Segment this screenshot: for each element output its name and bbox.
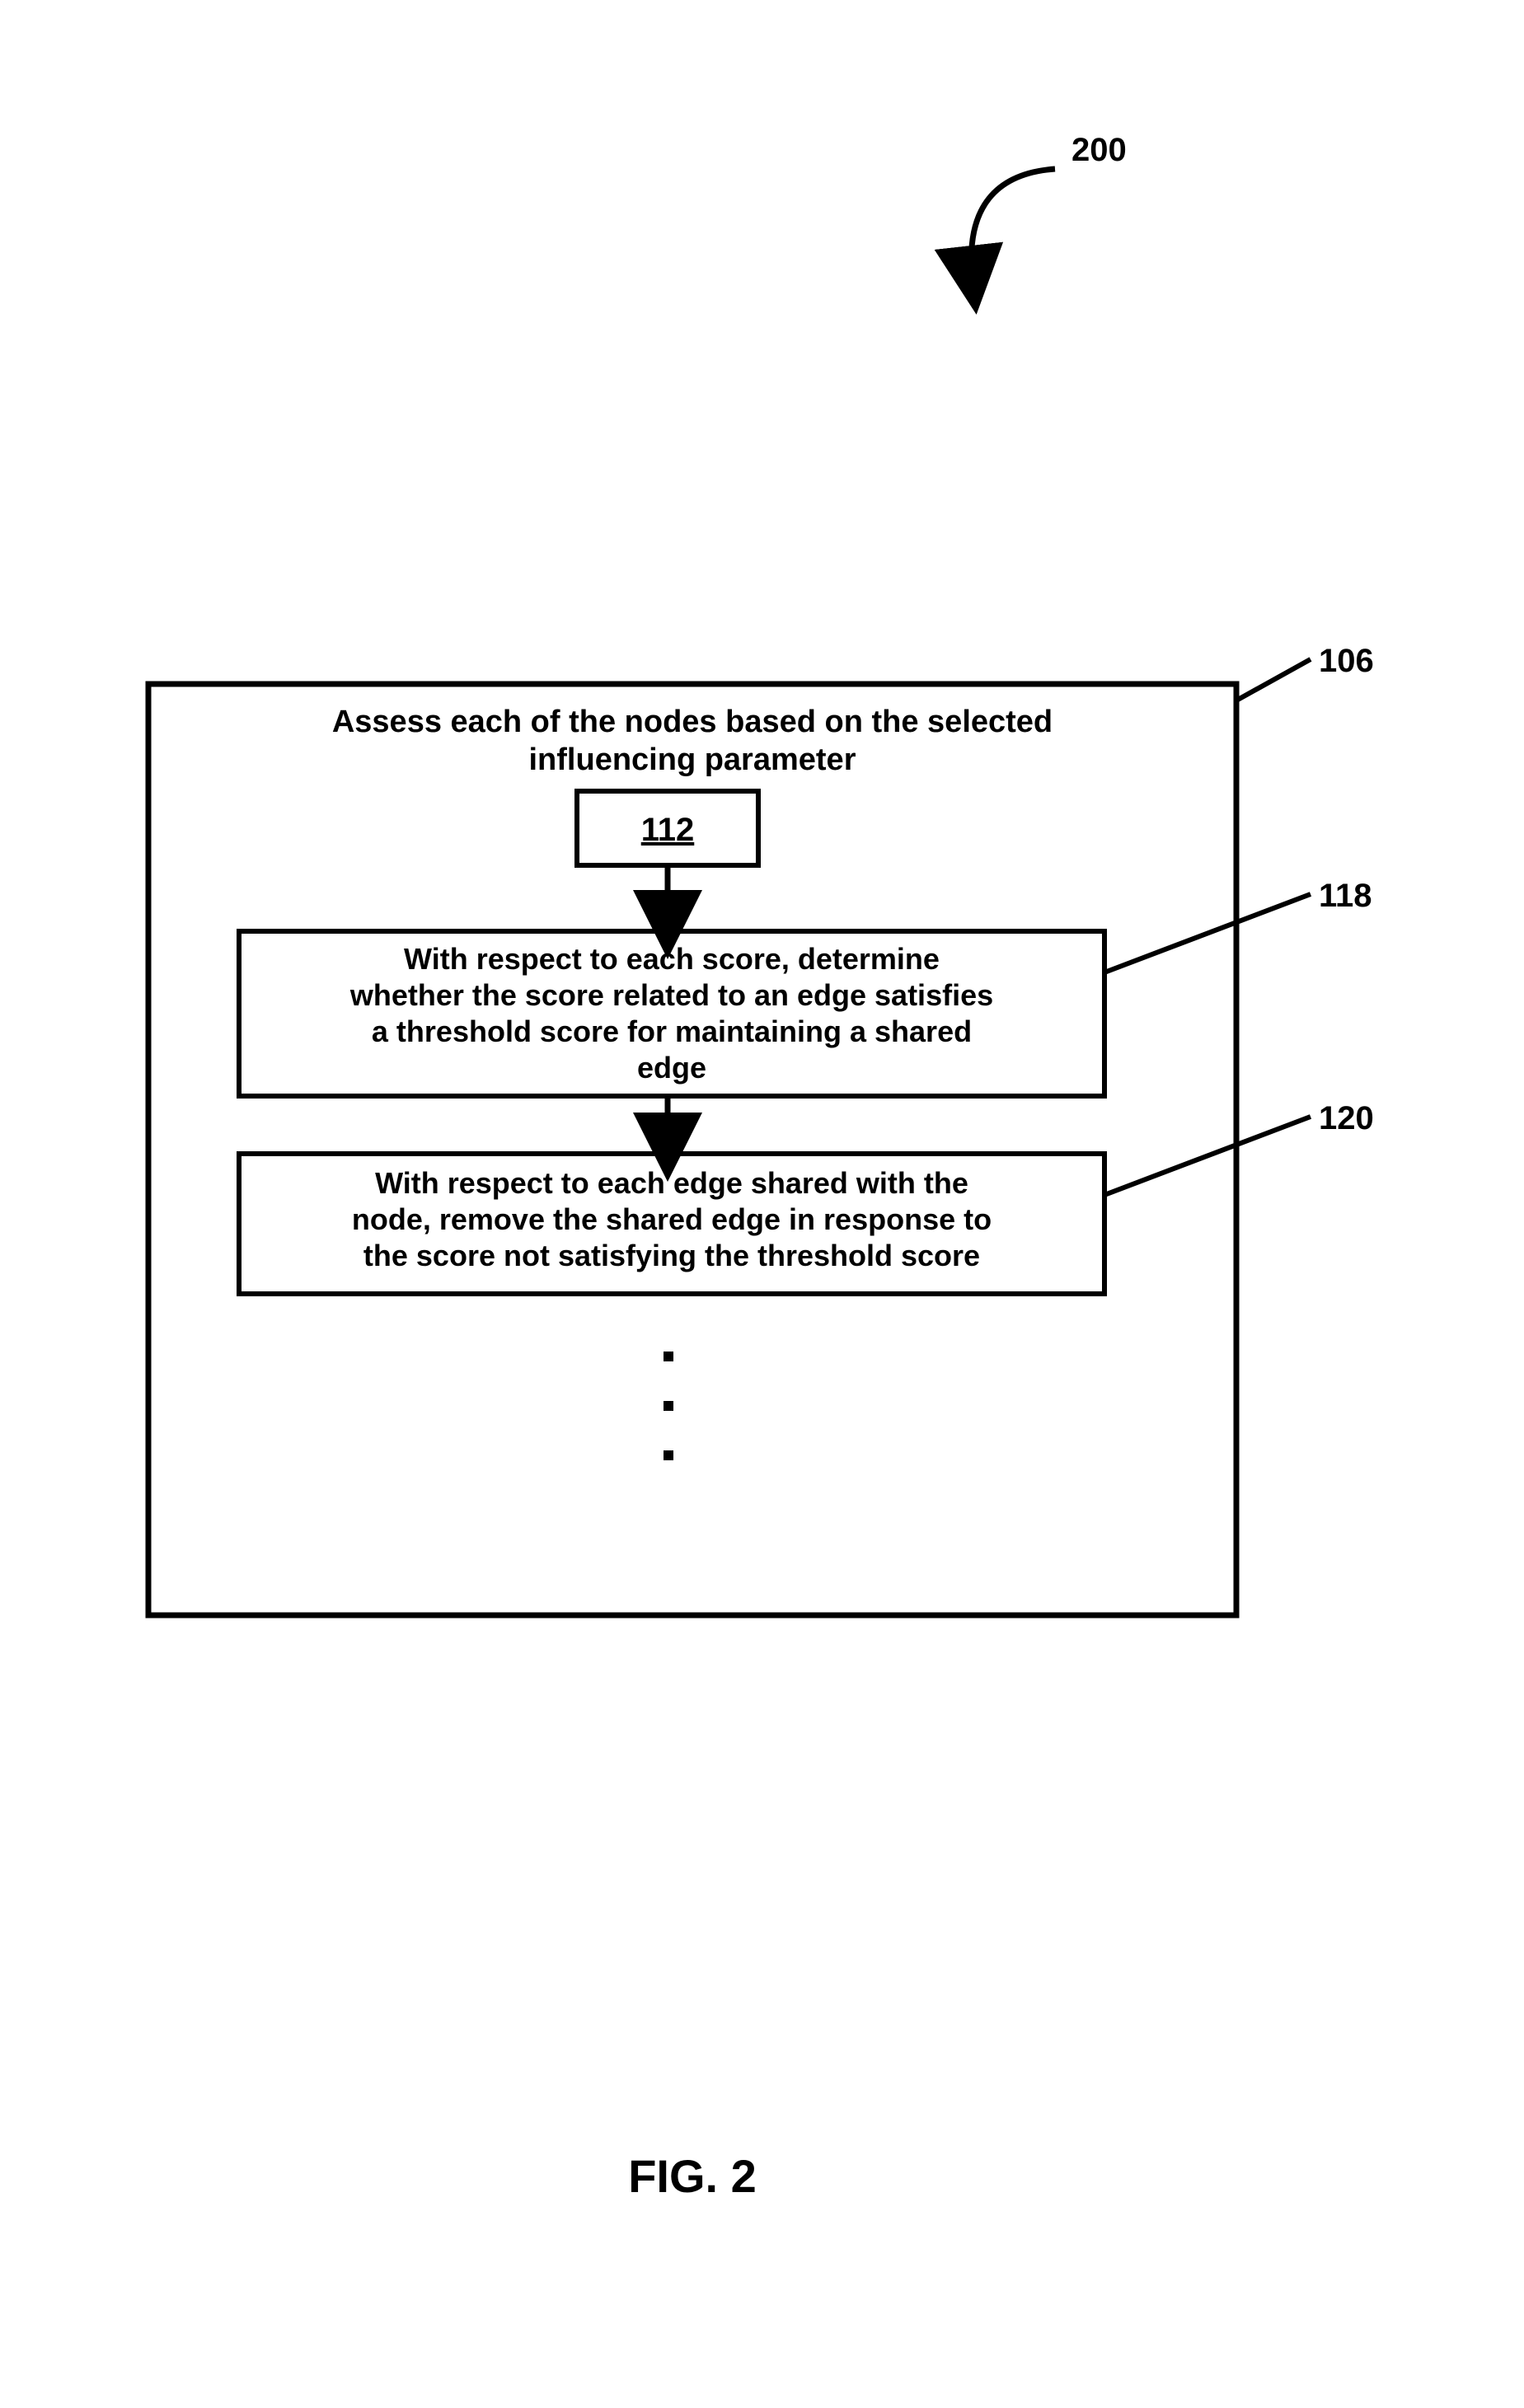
continuation-dot (664, 1450, 673, 1460)
ref-106: 106 (1319, 643, 1374, 679)
outer-title-line2: influencing parameter (529, 743, 856, 777)
ref-118: 118 (1319, 878, 1372, 914)
box-118-line1: With respect to each score, determine (404, 942, 940, 976)
ref-200: 200 (1071, 132, 1127, 168)
box-120-line3: the score not satisfying the threshold s… (363, 1239, 980, 1272)
box-118-line4: edge (637, 1051, 706, 1085)
leader-118 (1104, 894, 1311, 972)
box-112-label: 112 (641, 812, 695, 848)
ref-120: 120 (1319, 1100, 1374, 1136)
swoosh-arrow (971, 169, 1055, 280)
box-120-line1: With respect to each edge shared with th… (375, 1166, 968, 1200)
box-120-line2: node, remove the shared edge in response… (352, 1202, 992, 1236)
leader-120 (1104, 1117, 1311, 1195)
continuation-dot (664, 1401, 673, 1411)
outer-title-line1: Assess each of the nodes based on the se… (332, 705, 1053, 739)
figure-label: FIG. 2 (628, 2150, 757, 2202)
box-118-line3: a threshold score for maintaining a shar… (372, 1014, 972, 1048)
continuation-dot (664, 1352, 673, 1361)
box-118-line2: whether the score related to an edge sat… (349, 978, 993, 1012)
leader-106 (1236, 659, 1311, 700)
